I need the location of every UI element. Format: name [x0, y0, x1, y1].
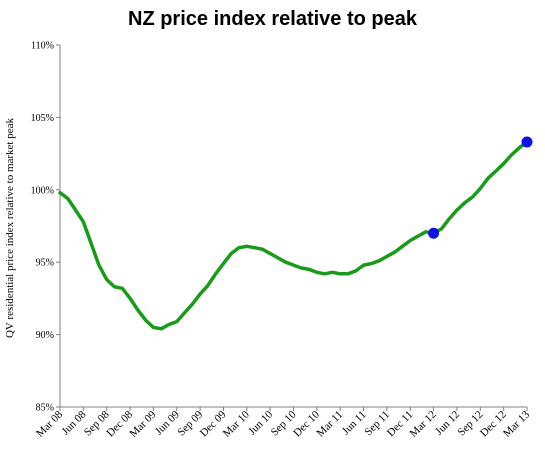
x-tick-label: Mar 10 [221, 408, 253, 440]
highlight-point [428, 227, 440, 239]
y-tick-label: 105% [31, 113, 54, 124]
y-tick-label: 90% [36, 330, 54, 341]
y-tick-label: 110% [31, 41, 54, 52]
y-tick-label: 95% [36, 258, 54, 269]
x-tick-label: Mar 11 [314, 409, 345, 440]
y-tick-label: 85% [36, 403, 54, 414]
y-tick-label: 100% [31, 185, 54, 196]
x-tick-label: Mar 13 [501, 408, 533, 440]
x-tick-label: Mar 09 [127, 408, 159, 440]
chart-title: NZ price index relative to peak [128, 8, 417, 30]
highlight-point [521, 136, 533, 148]
series-line [58, 140, 529, 331]
x-tick-label: Mar 12 [408, 409, 439, 440]
